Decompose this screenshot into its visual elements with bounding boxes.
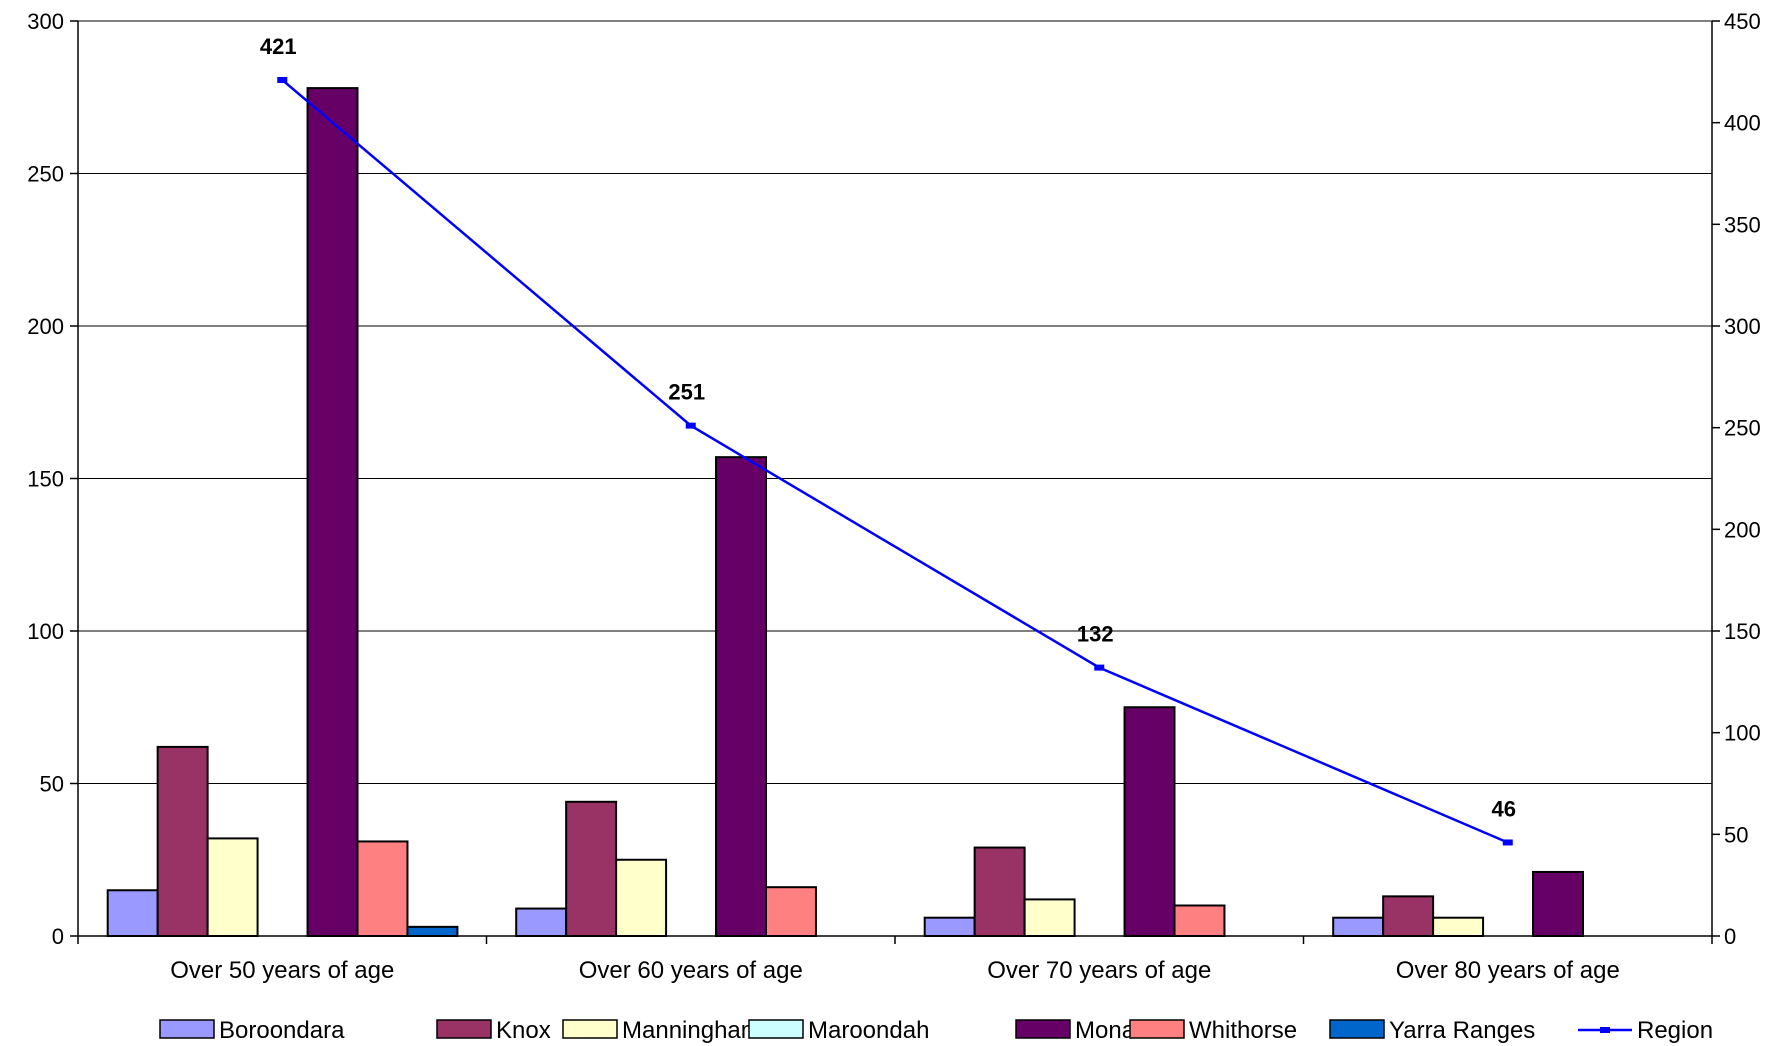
region-line-path [281, 79, 1509, 844]
right-tick-label: 400 [1724, 111, 1761, 136]
left-tick-label: 150 [27, 467, 64, 492]
legend-maroondah-swatch [748, 1019, 804, 1039]
left-tick-label: 50 [40, 772, 64, 797]
bar-boroondara [515, 907, 568, 937]
region-data-label: 251 [668, 380, 705, 405]
legend-whithorse-label: Whithorse [1189, 1017, 1297, 1044]
region-data-label: 421 [260, 34, 297, 59]
legend-knox-swatch [436, 1019, 492, 1039]
region-marker [277, 76, 288, 83]
right-tick-label: 150 [1724, 619, 1761, 644]
legend-monash-swatch [1015, 1019, 1071, 1039]
region-data-label: 132 [1077, 622, 1114, 647]
region-marker [1502, 839, 1513, 846]
region-marker [1094, 664, 1105, 671]
bar-knox [973, 846, 1026, 937]
bar-manningham [1432, 916, 1485, 938]
bar-yarra-ranges [406, 925, 459, 937]
left-tick-label: 250 [27, 162, 64, 187]
bar-knox [1382, 895, 1435, 937]
bar-boroondara [1332, 916, 1385, 938]
right-tick-label: 300 [1724, 314, 1761, 339]
labels: 421 251 132 46 [260, 34, 1516, 822]
legend-yarra-ranges-label: Yarra Ranges [1389, 1017, 1535, 1044]
legend-region-label: Region [1637, 1017, 1713, 1044]
region-line [277, 76, 1513, 846]
legend-boroondara-swatch [159, 1019, 215, 1039]
right-tick-label: 100 [1724, 721, 1761, 746]
axes: 0 50 100 150 200 250 300 0 50 100 150 200 250 300 350 4… [27, 9, 1760, 984]
bar-monash [715, 456, 767, 937]
left-tick-label: 300 [27, 9, 64, 34]
legend-whithorse-swatch [1129, 1019, 1185, 1039]
bar-monash [1123, 706, 1176, 937]
bar-whithorse [1173, 904, 1226, 937]
legend-yarra-ranges-swatch [1329, 1019, 1385, 1039]
bar-knox [156, 745, 209, 938]
legend-maroondah-label: Maroondah [808, 1017, 929, 1044]
bar-monash [1532, 870, 1584, 938]
legend-manningham-label: Manningham [622, 1017, 761, 1044]
left-tick-label: 0 [52, 924, 64, 949]
region-marker [685, 422, 696, 429]
right-tick-label: 200 [1724, 517, 1761, 542]
category-label: Over 70 years of age [987, 957, 1211, 984]
legend-region-marker [1600, 1027, 1610, 1033]
left-tick-label: 200 [27, 314, 64, 339]
bars [106, 87, 1584, 938]
bar-boroondara [923, 916, 976, 938]
right-tick-label: 50 [1724, 822, 1748, 847]
bar-whithorse [356, 840, 409, 938]
bar-boroondara [106, 889, 159, 937]
category-label: Over 50 years of age [170, 957, 394, 984]
right-tick-label: 350 [1724, 212, 1761, 237]
region-data-label: 46 [1492, 796, 1516, 821]
bar-manningham [1023, 898, 1076, 938]
right-tick-label: 0 [1724, 924, 1736, 949]
legend-boroondara-label: Boroondara [219, 1017, 345, 1044]
bar-whithorse [764, 886, 817, 938]
legend: Boroondara Knox Manningham Maroondah Monash W… [159, 1017, 1713, 1044]
bar-knox [565, 800, 618, 937]
right-tick-label: 450 [1724, 9, 1761, 34]
legend-manningham-swatch [562, 1019, 618, 1039]
left-tick-label: 100 [27, 619, 64, 644]
right-tick-label: 250 [1724, 416, 1761, 441]
legend-knox-label: Knox [496, 1017, 551, 1044]
bar-manningham [615, 858, 668, 937]
bar-manningham [206, 837, 259, 938]
category-label: Over 80 years of age [1396, 957, 1620, 984]
bar-monash [306, 87, 359, 938]
category-label: Over 60 years of age [579, 957, 803, 984]
